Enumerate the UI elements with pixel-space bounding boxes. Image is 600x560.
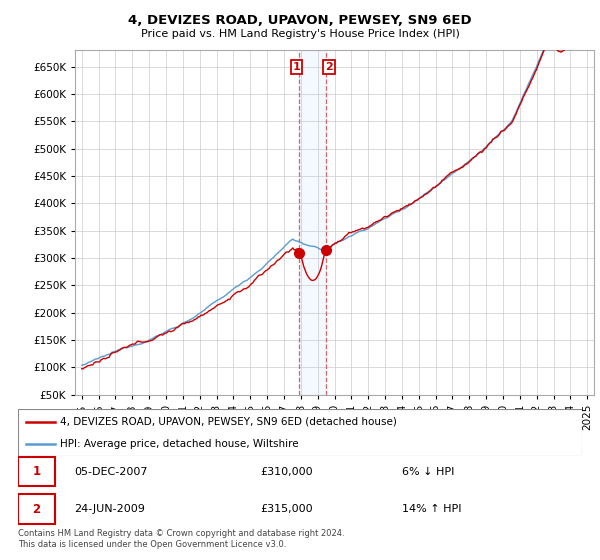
Text: 1: 1: [293, 62, 300, 72]
Text: £315,000: £315,000: [260, 504, 313, 514]
Text: 05-DEC-2007: 05-DEC-2007: [74, 466, 148, 477]
Text: 2: 2: [32, 502, 40, 516]
Text: Price paid vs. HM Land Registry's House Price Index (HPI): Price paid vs. HM Land Registry's House …: [140, 29, 460, 39]
Text: 4, DEVIZES ROAD, UPAVON, PEWSEY, SN9 6ED: 4, DEVIZES ROAD, UPAVON, PEWSEY, SN9 6ED: [128, 14, 472, 27]
Bar: [299, 50, 326, 395]
Text: 1: 1: [32, 465, 40, 478]
Text: 2: 2: [325, 62, 332, 72]
Bar: [18, 494, 55, 524]
Bar: [18, 457, 55, 486]
Text: HPI: Average price, detached house, Wiltshire: HPI: Average price, detached house, Wilt…: [60, 438, 299, 449]
Text: £310,000: £310,000: [260, 466, 313, 477]
Text: 14% ↑ HPI: 14% ↑ HPI: [401, 504, 461, 514]
Text: 24-JUN-2009: 24-JUN-2009: [74, 504, 145, 514]
Text: Contains HM Land Registry data © Crown copyright and database right 2024.
This d: Contains HM Land Registry data © Crown c…: [18, 529, 344, 549]
Text: 4, DEVIZES ROAD, UPAVON, PEWSEY, SN9 6ED (detached house): 4, DEVIZES ROAD, UPAVON, PEWSEY, SN9 6ED…: [60, 417, 397, 427]
Text: 6% ↓ HPI: 6% ↓ HPI: [401, 466, 454, 477]
